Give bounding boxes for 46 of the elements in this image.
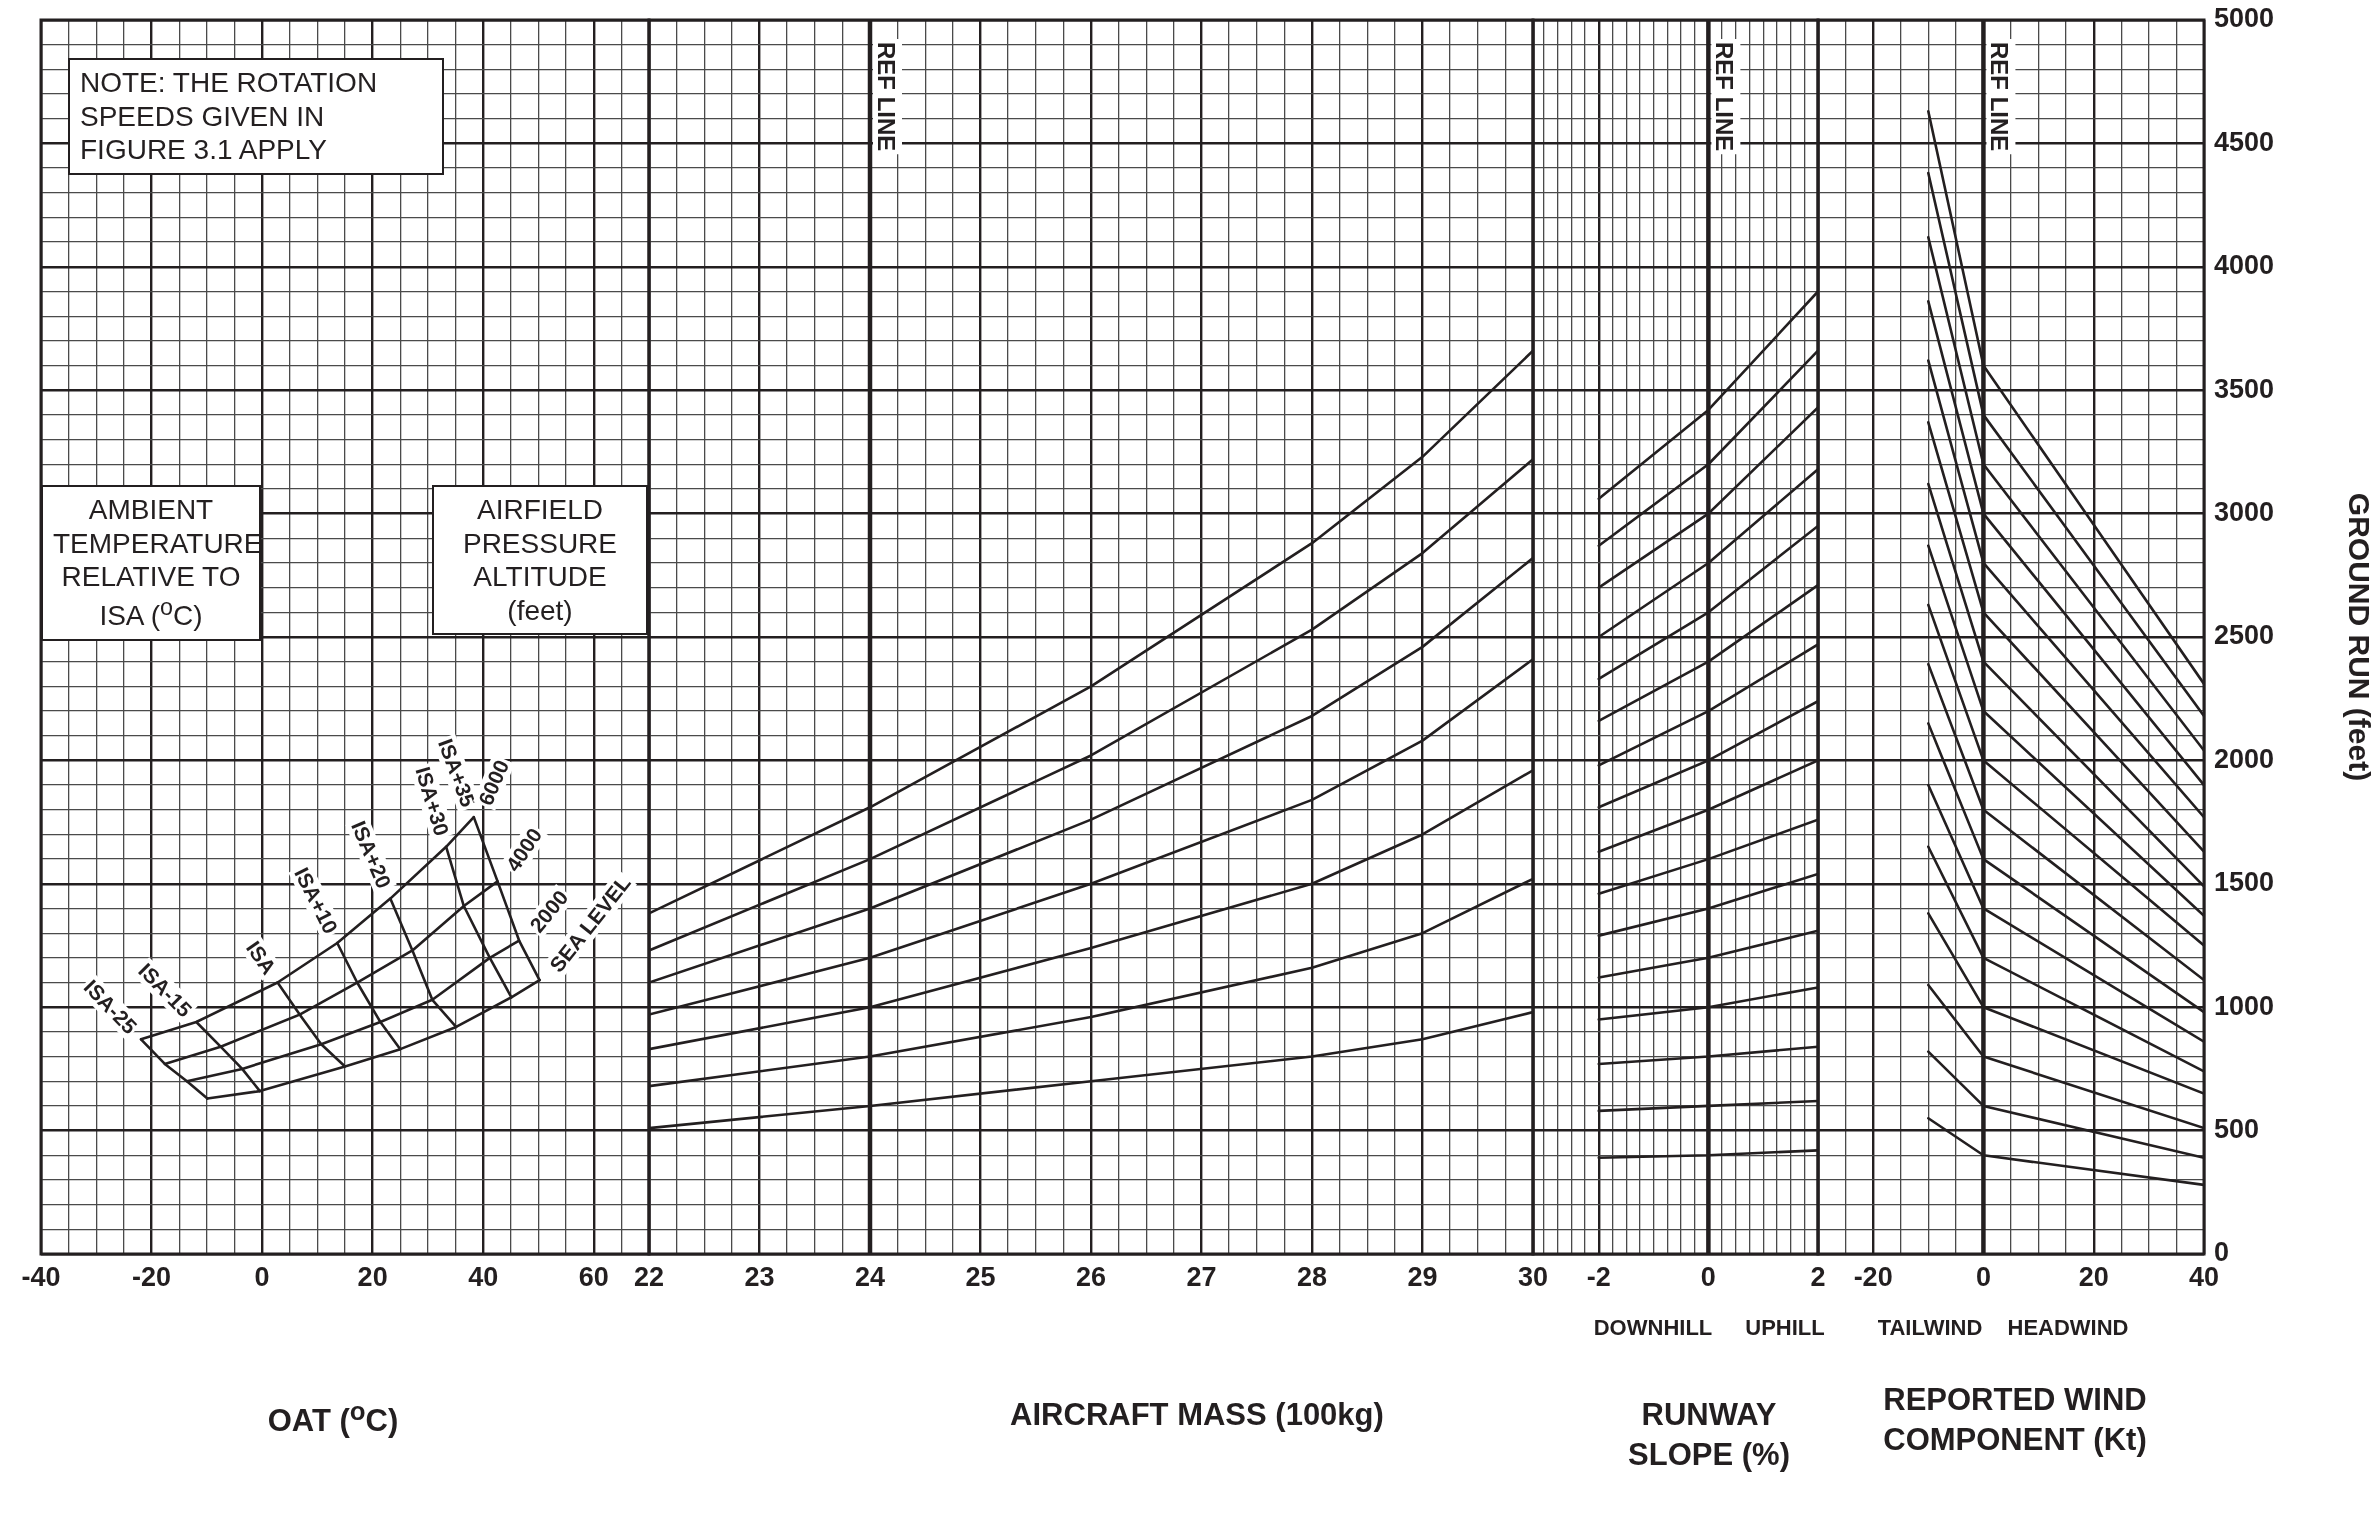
x-tick-label: 60 <box>578 1261 609 1292</box>
y-axis-title: GROUND RUN (feet) <box>2342 492 2375 782</box>
ref-line-label: REF LINE <box>873 42 900 152</box>
x-axis-title: REPORTED WIND COMPONENT (Kt) <box>1882 1381 2148 1460</box>
ref-line-label: REF LINE <box>1986 42 2014 152</box>
x-tick-label: 22 <box>633 1261 665 1292</box>
y-tick-label: 1500 <box>2214 867 2275 898</box>
annotation: AMBIENT TEMPERATURE RELATIVE TO ISA ($^{o}$C) <box>41 485 263 641</box>
x-tick-label: 26 <box>1075 1261 1107 1292</box>
annotation: NOTE: THE ROTATION SPEEDS GIVEN IN FIGURE 3.1 APPLY <box>68 58 444 175</box>
x-tick-label: 40 <box>468 1261 499 1292</box>
y-tick-label: 5000 <box>2214 3 2275 34</box>
x-tick-label: -40 <box>21 1261 61 1292</box>
y-tick-label: 3000 <box>2214 497 2275 528</box>
y-tick-label: 4000 <box>2214 250 2275 281</box>
text: DOWNHILL <box>1593 1315 1713 1341</box>
y-tick-label: 2000 <box>2214 743 2275 774</box>
x-tick-label: 25 <box>965 1261 996 1292</box>
y-tick-label: 4500 <box>2214 126 2275 157</box>
text: TAILWIND <box>1877 1315 1983 1341</box>
annotation: AIRFIELD PRESSURE ALTITUDE (feet) <box>432 485 648 636</box>
x-tick-label: -20 <box>132 1261 172 1292</box>
y-tick-label: 1000 <box>2214 990 2275 1021</box>
x-axis-title: AIRCRAFT MASS (100kg) <box>1009 1396 1385 1434</box>
y-tick-label: 500 <box>2214 1114 2260 1145</box>
ref-line-label: REF LINE <box>1711 42 1739 152</box>
x-tick-label: 0 <box>254 1261 270 1292</box>
x-tick-label: -2 <box>1586 1261 1611 1292</box>
x-tick-label: 0 <box>1975 1261 1991 1292</box>
x-tick-label: 2 <box>1810 1261 1826 1292</box>
x-tick-label: 30 <box>1517 1261 1549 1292</box>
y-tick-label: 3500 <box>2214 373 2275 404</box>
x-tick-label: 24 <box>854 1261 886 1292</box>
x-tick-label: -20 <box>1853 1261 1893 1292</box>
y-tick-label: 2500 <box>2214 620 2275 651</box>
x-tick-label: 27 <box>1186 1261 1217 1292</box>
x-axis-title: RUNWAY SLOPE (%) <box>1627 1396 1791 1475</box>
x-tick-label: 20 <box>2078 1261 2109 1292</box>
x-tick-label: 20 <box>357 1261 388 1292</box>
text: HEADWIND <box>2007 1315 2129 1341</box>
x-tick-label: 29 <box>1407 1261 1438 1292</box>
x-tick-label: 23 <box>744 1261 775 1292</box>
x-axis-title: OAT ($^{o}$C) <box>266 1396 400 1441</box>
x-tick-label: 28 <box>1296 1261 1328 1292</box>
text: UPHILL <box>1745 1315 1825 1341</box>
x-tick-label: 0 <box>1700 1261 1716 1292</box>
